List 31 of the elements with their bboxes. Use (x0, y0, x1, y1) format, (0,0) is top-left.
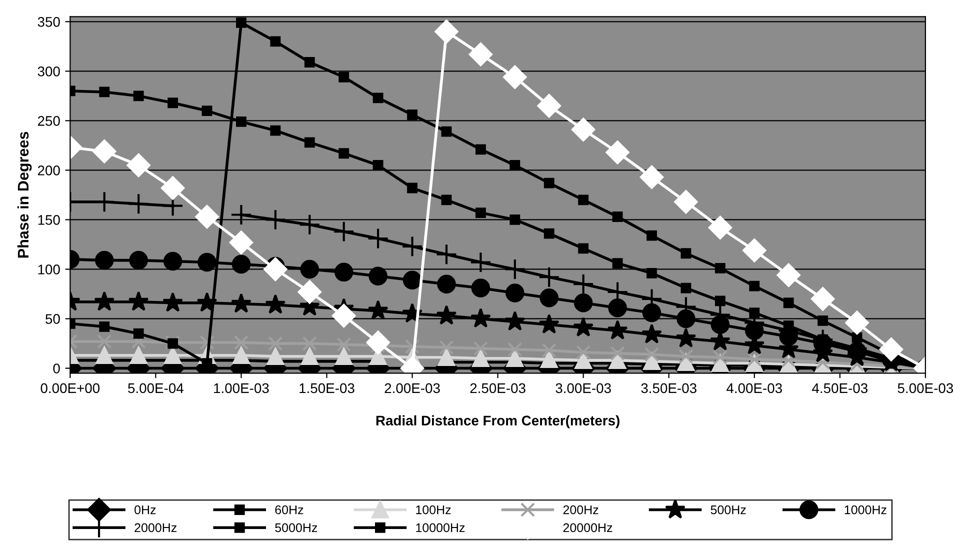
legend-label: 20000Hz (563, 523, 612, 532)
y-axis-title: Phase in Degrees (17, 132, 32, 258)
y-tick-label: 100 (38, 264, 60, 274)
legend-label: 200Hz (563, 505, 598, 514)
y-tick-label: 0 (53, 364, 60, 374)
x-tick-label: 2.00E-03 (384, 383, 440, 394)
x-tick-label: 5.00E-04 (128, 383, 184, 394)
x-tick-label: 4.00E-03 (726, 383, 782, 394)
y-tick-label: 250 (38, 116, 60, 126)
x-tick-label: 2.50E-03 (470, 383, 526, 394)
x-tick-label: 0.00E+00 (40, 383, 100, 394)
legend-label: 0Hz (134, 505, 156, 514)
legend-label: 60Hz (275, 505, 304, 514)
legend-label: 10000Hz (416, 523, 465, 532)
legend-label: 500Hz (710, 505, 746, 514)
x-tick-label: 5.00E-03 (898, 383, 954, 394)
x-axis-title: Radial Distance From Center(meters) (376, 415, 620, 428)
x-tick-label: 3.50E-03 (641, 383, 696, 394)
x-tick-label: 4.50E-03 (812, 383, 868, 394)
x-tick-label: 1.00E-03 (214, 383, 269, 394)
y-tick-label: 350 (38, 16, 60, 27)
y-tick-label: 150 (38, 215, 60, 225)
legend-label: 1000Hz (844, 505, 886, 514)
legend-label: 5000Hz (275, 523, 318, 532)
y-tick-label: 300 (38, 66, 60, 76)
y-tick-label: 200 (38, 166, 60, 176)
legend-label: 2000Hz (134, 523, 176, 532)
x-tick-label: 1.50E-03 (300, 383, 354, 394)
y-tick-label: 50 (46, 314, 60, 324)
legend-label: 100Hz (416, 505, 451, 514)
x-tick-label: 3.00E-03 (556, 383, 611, 394)
